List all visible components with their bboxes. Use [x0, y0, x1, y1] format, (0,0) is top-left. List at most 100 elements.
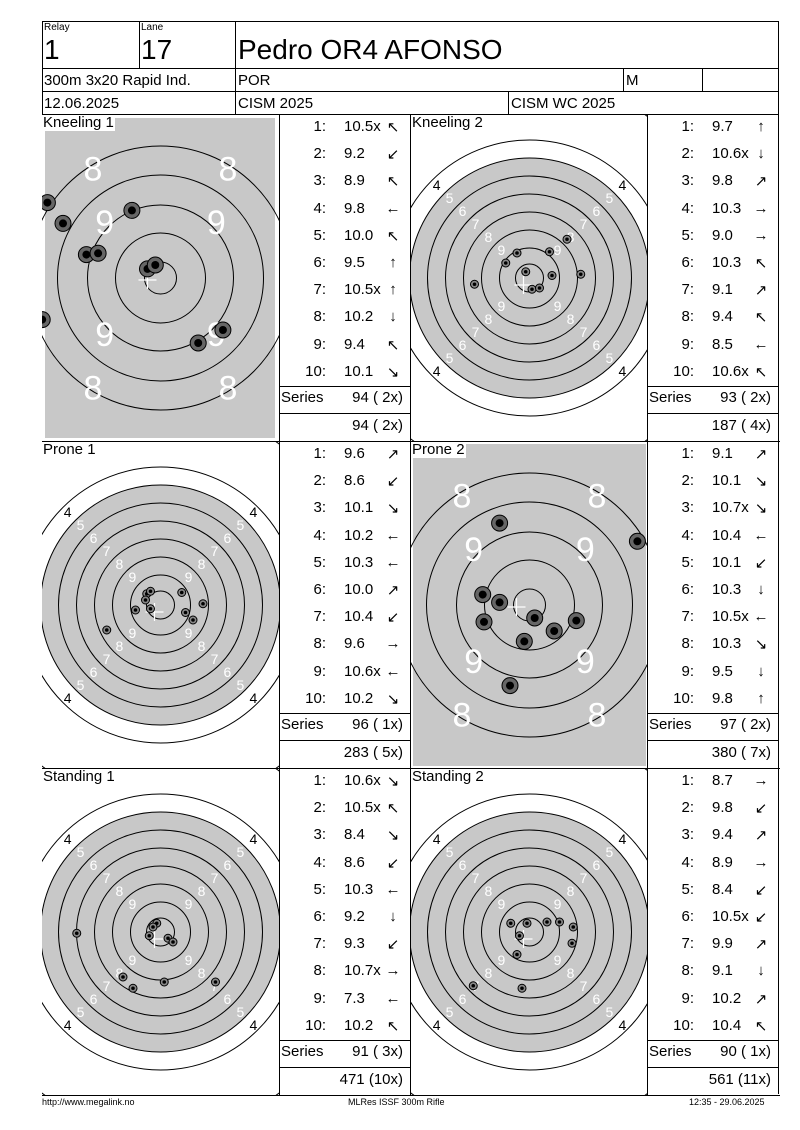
shot-row: 9: 7.3 ← — [279, 986, 406, 1013]
shot-row: 1: 9.7 ↑ — [647, 114, 774, 141]
shot-score: 10.3 — [712, 581, 742, 598]
shot-number: 7: — [313, 281, 326, 299]
shot-direction-arrow-icon: ↓ — [757, 581, 765, 598]
shot-hole-5 — [468, 981, 478, 991]
shot-hole-8 — [501, 258, 511, 268]
shot-hole-4 — [547, 271, 557, 280]
shot-hole-6 — [515, 931, 524, 941]
shot-row: 6: 10.0 ↗ — [279, 577, 406, 604]
grid-line — [647, 768, 648, 1095]
series-score: 96 ( 1x) — [352, 716, 403, 733]
ring-number: 8 — [116, 883, 124, 899]
shot-direction-arrow-icon: ↙ — [386, 146, 400, 164]
ring-number: 8 — [198, 883, 206, 899]
grid-line — [279, 713, 410, 714]
section-title: Prone 2 — [411, 441, 466, 458]
shot-score: 9.8 — [712, 689, 733, 707]
grid-line — [647, 413, 778, 414]
ring-number: 7 — [580, 978, 588, 994]
ring-number: 5 — [446, 844, 454, 860]
ring-number: 9 — [576, 643, 595, 681]
ring-number: 8 — [198, 965, 206, 981]
shot-number: 3: — [681, 499, 694, 517]
shot-row: 3: 9.8 ↗ — [647, 168, 774, 195]
ring-number: 8 — [567, 311, 575, 327]
shot-hole-9 — [515, 632, 533, 650]
shot-score: 9.8 — [712, 172, 733, 190]
cumulative-total: 283 ( 5x) — [343, 744, 403, 761]
ring-10 — [87, 204, 234, 352]
shot-row: 6: 10.5x ↙ — [647, 904, 774, 931]
shot-number: 8: — [681, 635, 694, 653]
shot-direction-arrow-icon: ↘ — [386, 500, 400, 518]
shot-hole-6 — [159, 977, 169, 987]
shot-hole-9 — [72, 928, 82, 938]
shot-score: 10.6x — [712, 145, 749, 163]
shot-direction-arrow-icon: → — [753, 199, 769, 217]
shot-number: 9: — [313, 662, 326, 680]
shot-number: 8: — [313, 962, 326, 980]
shot-score: 10.4 — [712, 526, 742, 544]
section-title: Standing 1 — [42, 768, 116, 785]
grid-line — [647, 1040, 778, 1041]
shot-row: 3: 8.9 ↖ — [279, 168, 406, 195]
shot-row: 4: 8.9 → — [647, 850, 774, 877]
shot-hole-2 — [102, 625, 112, 635]
shot-row: 4: 9.8 ← — [279, 196, 406, 223]
shot-score: 10.4 — [344, 608, 374, 626]
ring-number: 5 — [77, 517, 85, 533]
shot-number: 2: — [681, 145, 694, 163]
ring-number: 4 — [249, 831, 257, 847]
ring-number: 6 — [90, 664, 98, 680]
shot-number: 10: — [673, 689, 694, 707]
ring-number: 6 — [459, 857, 467, 873]
shot-hole-9 — [470, 279, 479, 289]
shot-number: 10: — [305, 1016, 326, 1034]
shot-direction-arrow-icon: ↘ — [386, 363, 400, 381]
shot-score: 10.2 — [344, 308, 374, 326]
ring-number: 7 — [472, 216, 480, 232]
series-score: 94 ( 2x) — [352, 389, 403, 406]
inner-ten-ring — [515, 917, 544, 947]
shot-score: 8.9 — [712, 853, 733, 871]
shot-direction-arrow-icon: ↖ — [386, 800, 400, 818]
ring-number: 7 — [211, 651, 219, 667]
ring-number: 7 — [472, 324, 480, 340]
shot-row: 10: 9.8 ↑ — [647, 686, 774, 713]
grid-line — [279, 768, 280, 1095]
shot-score: 9.7 — [712, 118, 733, 135]
ring-number: 4 — [249, 504, 257, 520]
shot-hole-1 — [123, 201, 141, 219]
cumulative-total: 471 (10x) — [339, 1071, 403, 1088]
ring-10 — [499, 901, 560, 963]
shot-number: 1: — [313, 772, 326, 789]
shot-row: 8: 9.6 → — [279, 631, 406, 658]
ring-number: 9 — [185, 896, 193, 912]
ring-number: 9 — [498, 242, 506, 258]
shot-score: 10.4 — [712, 1016, 742, 1034]
ring-8 — [463, 211, 596, 345]
target-image: 8 8 8 8 9 9 9 9 — [411, 442, 648, 768]
ring-number: 7 — [103, 870, 111, 886]
shot-score: 10.1 — [712, 553, 742, 571]
ring-number: 9 — [207, 204, 226, 242]
shot-number: 9: — [681, 335, 694, 353]
shot-number: 5: — [681, 880, 694, 898]
ring-7 — [445, 847, 614, 1017]
shot-row: 8: 10.7x → — [279, 958, 406, 985]
shot-hole-3 — [545, 247, 554, 257]
shot-score: 10.3 — [344, 880, 374, 898]
shot-hole-1 — [628, 532, 646, 550]
ring-number: 9 — [498, 952, 506, 968]
shot-hole-8 — [189, 334, 207, 352]
ring-number: 4 — [64, 831, 72, 847]
ring-number: 9 — [185, 569, 193, 585]
ring-number: 5 — [606, 190, 614, 206]
shot-number: 6: — [313, 581, 326, 598]
shot-direction-arrow-icon: ↓ — [757, 145, 765, 163]
shot-hole-5 — [576, 269, 586, 279]
shot-row: 3: 9.4 ↗ — [647, 822, 774, 849]
ring-number: 8 — [485, 883, 493, 899]
ring-number: 6 — [90, 991, 98, 1007]
